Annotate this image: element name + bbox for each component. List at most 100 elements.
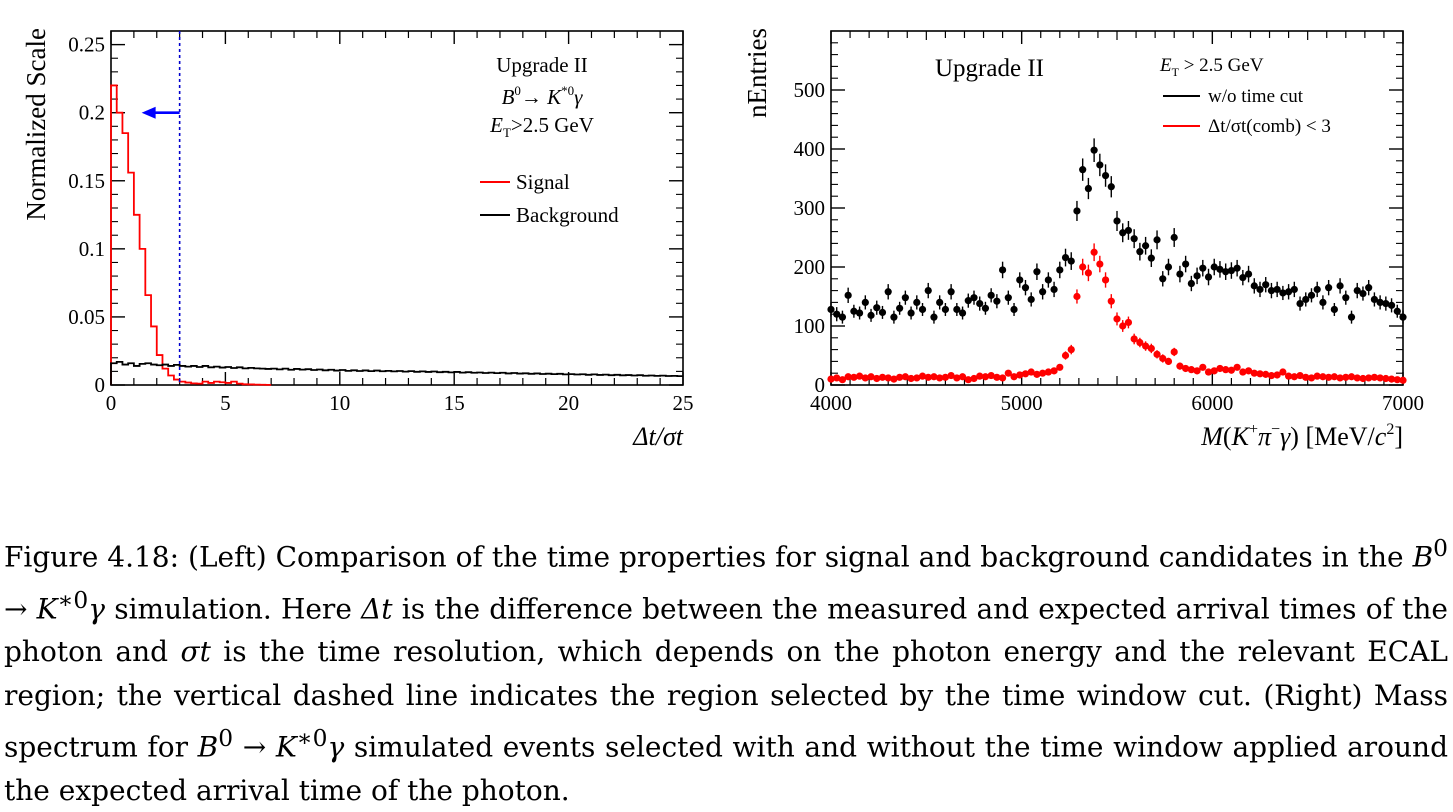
data-point [964, 376, 972, 384]
data-point [947, 371, 955, 380]
data-point [1067, 257, 1075, 265]
data-point [941, 373, 950, 381]
data-point [1296, 371, 1304, 380]
data-point [981, 373, 990, 381]
data-point [838, 376, 847, 384]
data-point [1056, 363, 1064, 371]
left-x-tick-label: 10 [329, 391, 350, 415]
data-point [1101, 171, 1110, 180]
left-annotation-et: ET>2.5 GeV [489, 113, 594, 140]
data-point [1227, 366, 1235, 374]
right-series-timecut [827, 243, 1407, 384]
data-point [1182, 364, 1190, 373]
data-point [1027, 368, 1035, 376]
left-y-tick-label: 0.05 [68, 305, 105, 329]
right-y-tick-label: 300 [794, 196, 826, 220]
data-point [1239, 368, 1247, 376]
data-point [884, 288, 892, 296]
data-point [1044, 276, 1052, 284]
data-point [1187, 366, 1195, 374]
data-point [1347, 373, 1356, 381]
right-annotation-upgrade: Upgrade II [935, 55, 1044, 82]
data-point [1210, 367, 1218, 375]
data-point [1376, 374, 1384, 382]
data-point [924, 373, 932, 381]
data-point [901, 373, 909, 381]
data-point [1039, 369, 1047, 377]
data-point [1319, 298, 1327, 306]
data-point [1359, 374, 1367, 383]
data-point [1244, 367, 1253, 375]
data-point [861, 298, 869, 306]
caption-k-2-sup: ∗0 [296, 724, 328, 753]
figure: 0 5 10 15 20 25 0 0.05 0.1 0.15 0.2 0.25 Upgrade II… [21, 28, 1424, 451]
data-point [1302, 373, 1310, 381]
data-point [913, 374, 921, 382]
data-point [1016, 276, 1024, 284]
right-x-axis-label: M(K+π−γ) [MeV/c2] [1200, 421, 1403, 451]
caption-b0-2-sup: 0 [218, 724, 234, 753]
data-point [1307, 291, 1316, 299]
data-point [1325, 373, 1333, 381]
data-point [907, 309, 915, 317]
data-point [1159, 275, 1167, 283]
data-point [1164, 263, 1173, 271]
data-point [999, 374, 1007, 382]
data-point [1336, 282, 1344, 290]
data-point [1079, 263, 1087, 271]
left-x-tick-label: 15 [444, 391, 465, 415]
caption-gamma: γ [88, 592, 106, 626]
left-ticks: 0 5 10 15 20 25 0 0.05 0.1 0.15 0.2 0.25 [68, 31, 694, 415]
data-point [873, 374, 881, 383]
data-point [878, 308, 887, 317]
caption-b0: B [1412, 540, 1434, 574]
data-point [1250, 282, 1258, 290]
data-point [1170, 348, 1178, 356]
data-point [833, 374, 841, 382]
data-point [970, 374, 978, 383]
data-point [1113, 217, 1121, 225]
data-point [1056, 266, 1064, 274]
legend-background-label: Background [516, 203, 619, 227]
data-point [850, 307, 858, 315]
data-point [844, 291, 852, 299]
data-point [1256, 285, 1264, 294]
data-point [1027, 295, 1035, 304]
data-point [1222, 366, 1230, 374]
left-annotation-decay: B0→ K*0γ [502, 83, 584, 109]
data-point [1107, 297, 1115, 305]
data-point [1279, 289, 1287, 297]
left-y-axis-label: Normalized Scale [21, 28, 51, 221]
legend-timecut-label: Δt/σt(comb) < 3 [1208, 116, 1331, 137]
data-point [1387, 375, 1396, 383]
data-point [856, 309, 864, 317]
data-point [1187, 279, 1195, 288]
data-point [1079, 166, 1087, 174]
data-point [1279, 368, 1287, 376]
right-series [827, 138, 1407, 384]
caption-k-sup: ∗0 [57, 585, 89, 614]
caption-k-2: K [275, 730, 297, 764]
right-y-tick-label: 0 [815, 373, 826, 397]
data-point [1336, 374, 1344, 382]
data-point [993, 297, 1001, 305]
data-point [1250, 369, 1258, 377]
data-point [1285, 372, 1293, 380]
data-point [867, 311, 875, 319]
left-x-tick-label: 5 [220, 391, 231, 415]
data-point [1399, 376, 1407, 384]
data-point [1285, 288, 1293, 296]
data-point [1164, 357, 1173, 365]
caption-k: K [36, 592, 58, 626]
data-point [941, 305, 950, 314]
data-point [953, 374, 961, 382]
legend-signal-label: Signal [516, 170, 570, 194]
data-point [924, 287, 932, 295]
data-point [890, 313, 898, 321]
data-point [1033, 268, 1041, 276]
data-point [999, 266, 1007, 274]
data-point [1124, 318, 1133, 327]
data-point [1199, 264, 1207, 272]
data-point [1142, 242, 1150, 250]
data-point [884, 374, 892, 382]
